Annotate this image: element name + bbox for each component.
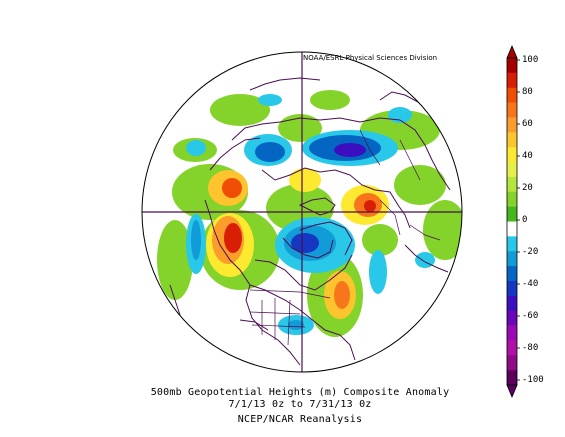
colorbar-swatch: [507, 266, 517, 282]
colorbar: [506, 44, 520, 399]
crosshair-lines: [142, 52, 462, 372]
colorbar-tick-label: -40: [522, 279, 539, 289]
colorbar-tick-label: -20: [522, 247, 539, 257]
colorbar-swatch: [507, 87, 517, 103]
political-borders: [249, 129, 441, 346]
colorbar-bottom-arrow: [506, 384, 518, 399]
colorbar-swatch: [507, 191, 517, 207]
colorbar-swatch: [507, 72, 517, 89]
colorbar-swatch: [507, 147, 517, 163]
caption-line-3: NCEP/NCAR Reanalysis: [237, 414, 363, 425]
colorbar-swatch: [507, 295, 517, 311]
colorbar-tick-label: 100: [522, 55, 539, 65]
colorbar-tick-label: 80: [522, 87, 533, 97]
colorbar-tick-label: 20: [522, 183, 533, 193]
colorbar-tick-label: -80: [522, 343, 539, 353]
colorbar-swatch: [507, 58, 517, 74]
anomaly-field: [142, 52, 462, 372]
colorbar-swatch: [507, 102, 517, 118]
colorbar-frame: [506, 57, 518, 386]
colorbar-swatch: [507, 221, 517, 237]
colorbar-swatch: [507, 132, 517, 148]
colorbar-swatch: [507, 340, 517, 356]
colorbar-swatch: [507, 280, 517, 297]
colorbar-swatch: [507, 117, 517, 133]
colorbar-swatch: [507, 310, 517, 326]
colorbar-swatch: [507, 176, 517, 193]
colorbar-tick-label: -100: [522, 375, 544, 385]
colorbar-tick-label: 60: [522, 119, 533, 129]
colorbar-swatch: [507, 325, 517, 341]
colorbar-tick-label: 40: [522, 151, 533, 161]
caption-line-2: 7/1/13 0z to 7/31/13 0z: [228, 399, 372, 410]
caption-line-1: 500mb Geopotential Heights (m) Composite…: [150, 387, 450, 398]
credit-label: NOAA/ESRL Physical Sciences Division: [303, 54, 438, 62]
colorbar-top-arrow: [506, 44, 518, 59]
colorbar-swatch: [507, 236, 517, 252]
colorbar-tick-label: -60: [522, 311, 539, 321]
colorbar-swatch: [507, 355, 517, 371]
colorbar-swatch: [507, 206, 517, 222]
colorbar-tick-label: 0: [522, 215, 528, 225]
colorbar-swatch: [507, 162, 517, 178]
colorbar-swatch: [507, 251, 517, 267]
map-boundary: [141, 51, 463, 373]
colorbar-swatch: [507, 370, 517, 386]
